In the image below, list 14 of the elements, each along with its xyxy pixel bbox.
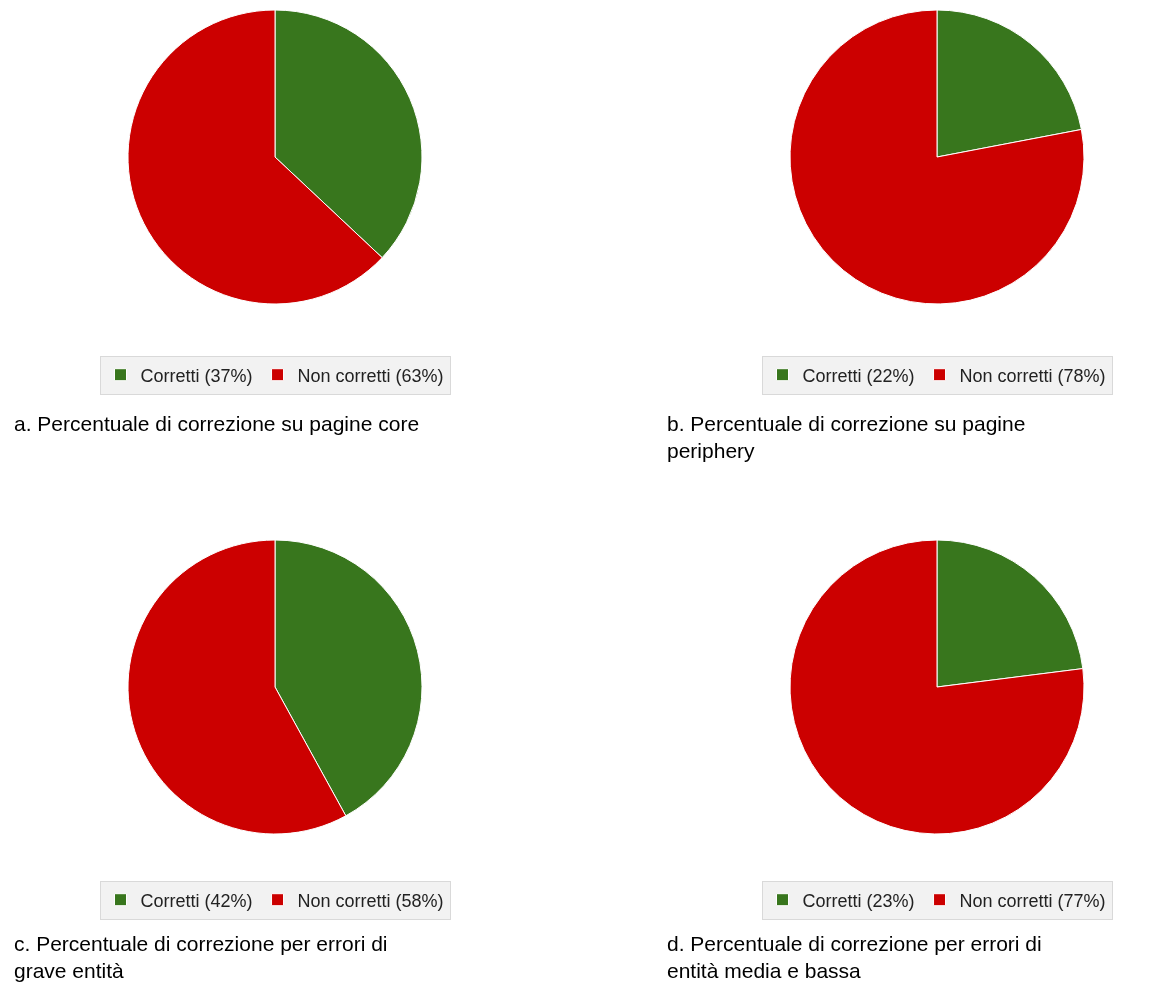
legend-label: Corretti (37%) bbox=[140, 365, 253, 386]
text: c. Percentuale di correzione per errori di grave entità bbox=[14, 932, 388, 983]
text: a. Percentuale di correzione su pagine core bbox=[14, 412, 420, 435]
pie-slice bbox=[789, 9, 1085, 305]
legend-label: Non corretti (58%) bbox=[297, 890, 444, 911]
pie-slice bbox=[789, 539, 1085, 835]
text: d. Percentuale di correzione per errori di entità media e bassa bbox=[667, 932, 1042, 983]
legend-label: Non corretti (77%) bbox=[959, 890, 1106, 911]
legend-label: Non corretti (63%) bbox=[297, 365, 444, 386]
text: b. Percentuale di correzione su pagine periphery bbox=[667, 412, 1026, 463]
legend-label: Corretti (22%) bbox=[802, 365, 915, 386]
legend-label: Non corretti (78%) bbox=[959, 365, 1106, 386]
legend-label: Corretti (42%) bbox=[140, 890, 253, 911]
legend-label: Corretti (23%) bbox=[802, 890, 915, 911]
